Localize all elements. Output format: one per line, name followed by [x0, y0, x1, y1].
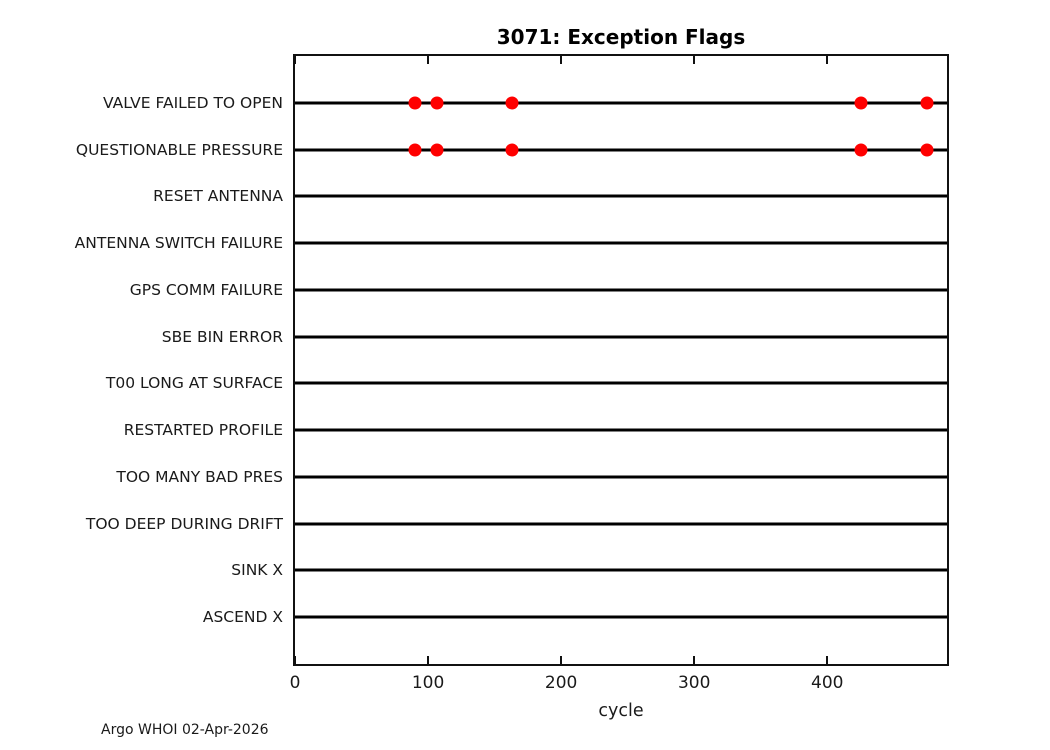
- x-tick-mark: [826, 656, 829, 664]
- category-label: SINK X: [231, 561, 283, 580]
- category-line: [295, 241, 947, 245]
- x-tick-mark: [693, 56, 696, 64]
- data-point: [854, 143, 867, 157]
- category-line: [295, 522, 947, 526]
- category-line: [295, 475, 947, 479]
- chart-title: 3071: Exception Flags: [496, 25, 746, 49]
- plot-area: 3071: Exception Flags cycle VALVE FAILED…: [75, 25, 949, 721]
- category-line: [295, 568, 947, 572]
- category-line: [295, 101, 947, 105]
- x-tick-mark: [427, 656, 430, 664]
- category-line: [295, 288, 947, 292]
- category-label: ANTENNA SWITCH FAILURE: [74, 234, 283, 253]
- category-label: GPS COMM FAILURE: [129, 280, 283, 299]
- data-point: [920, 96, 934, 110]
- data-point: [920, 143, 934, 157]
- data-point: [505, 96, 519, 110]
- x-tick-mark: [560, 56, 563, 64]
- x-tick-mark: [427, 56, 430, 64]
- data-point: [408, 96, 422, 110]
- category-label: ASCEND X: [202, 608, 283, 627]
- x-tick-mark: [294, 56, 296, 64]
- x-tick-label: 100: [411, 673, 445, 693]
- data-point: [430, 96, 444, 110]
- category-line: [295, 615, 947, 619]
- category-label: TOO DEEP DURING DRIFT: [85, 514, 283, 533]
- category-label: RESTARTED PROFILE: [123, 421, 283, 440]
- x-tick-label: 400: [811, 673, 844, 693]
- category-label: VALVE FAILED TO OPEN: [103, 93, 283, 112]
- category-label: TOO MANY BAD PRES: [116, 467, 283, 486]
- category-line: [295, 148, 947, 152]
- category-label: QUESTIONABLE PRESSURE: [75, 140, 283, 159]
- category-line: [295, 335, 947, 339]
- x-tick-label: 300: [677, 673, 711, 693]
- data-point: [408, 143, 422, 157]
- category-line: [295, 381, 947, 385]
- footer-note: Argo WHOI 02-Apr-2026: [101, 722, 269, 738]
- x-tick-label: 0: [289, 673, 301, 693]
- data-point: [854, 96, 867, 110]
- data-point: [430, 143, 444, 157]
- x-tick-mark: [560, 656, 563, 664]
- x-tick-mark: [693, 656, 696, 664]
- x-tick-label: 200: [544, 673, 578, 693]
- x-tick-mark: [826, 56, 829, 64]
- category-line: [295, 194, 947, 198]
- category-label: RESET ANTENNA: [153, 187, 283, 206]
- x-axis-label: cycle: [598, 701, 644, 721]
- data-point: [505, 143, 519, 157]
- category-label: SBE BIN ERROR: [161, 327, 283, 346]
- x-tick-mark: [294, 656, 296, 664]
- category-line: [295, 428, 947, 432]
- category-label: T00 LONG AT SURFACE: [105, 374, 283, 393]
